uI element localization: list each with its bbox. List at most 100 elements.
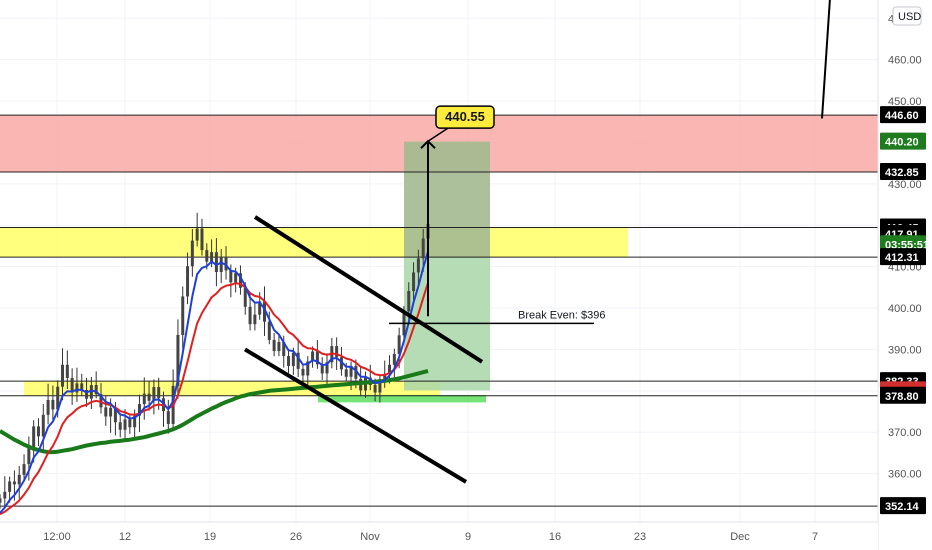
candle-body bbox=[325, 362, 329, 374]
price-tag-bg bbox=[880, 106, 926, 124]
candle-body bbox=[166, 411, 170, 424]
candle-body bbox=[388, 364, 392, 374]
candle-body bbox=[51, 399, 55, 410]
candle-body bbox=[70, 377, 74, 393]
candle-body bbox=[392, 353, 396, 365]
channel-lower-line bbox=[243, 347, 468, 484]
time-axis: 12:00 12 19 26 Nov 9 16 23 Dec 7 bbox=[0, 521, 878, 550]
price-tag-label: 432.85 bbox=[885, 167, 919, 179]
price-tick-label: 450.00 bbox=[888, 96, 922, 108]
candle-body bbox=[104, 407, 108, 417]
candle-body bbox=[301, 368, 305, 376]
candle-body bbox=[421, 238, 425, 259]
price-tick-label: 370.00 bbox=[888, 427, 922, 439]
candle-body bbox=[214, 252, 218, 273]
price-tick-label: 400.00 bbox=[888, 303, 922, 315]
candle-body bbox=[210, 252, 214, 262]
candle-body bbox=[36, 426, 40, 437]
candle-body bbox=[378, 379, 382, 393]
candle-body bbox=[56, 386, 60, 410]
time-tick-label: 12:00 bbox=[43, 531, 71, 543]
position-overlap bbox=[404, 141, 490, 258]
candle-body bbox=[17, 474, 21, 485]
candle-body bbox=[190, 240, 194, 267]
ema-fast-line bbox=[0, 251, 429, 514]
time-tick-label: Nov bbox=[360, 531, 380, 543]
candle-body bbox=[383, 373, 387, 380]
candle-body bbox=[22, 464, 26, 475]
candle-body bbox=[234, 273, 238, 283]
supply-zone bbox=[0, 227, 628, 258]
zone-layer bbox=[0, 115, 878, 403]
price-tick-label: 360.00 bbox=[888, 469, 922, 481]
candle-body bbox=[224, 256, 228, 271]
currency-button bbox=[892, 6, 922, 26]
candle-body bbox=[137, 404, 141, 416]
ma-slow-line bbox=[0, 369, 429, 455]
candle-body bbox=[181, 296, 185, 335]
candle-body bbox=[118, 422, 122, 430]
ema-mid-line bbox=[0, 282, 429, 516]
price-tick-label: 430.00 bbox=[888, 179, 922, 191]
candle-body bbox=[80, 383, 84, 390]
candle-body bbox=[253, 314, 257, 325]
candles bbox=[0, 208, 430, 509]
candle-body bbox=[335, 346, 339, 358]
candle-body bbox=[75, 383, 79, 393]
candle-body bbox=[344, 369, 348, 377]
time-tick-label: 19 bbox=[204, 531, 216, 543]
candle-body bbox=[349, 365, 353, 377]
candle-body bbox=[267, 321, 271, 340]
price-tag-label: 412.31 bbox=[885, 252, 919, 264]
callout-pointer bbox=[427, 127, 449, 142]
candle-body bbox=[128, 419, 132, 428]
candle-body bbox=[262, 301, 266, 322]
candle-body bbox=[229, 270, 233, 283]
time-tick-label: Dec bbox=[730, 531, 750, 543]
candle-body bbox=[32, 426, 36, 449]
time-axis-bg bbox=[0, 522, 878, 550]
callout-label: 440.55 bbox=[445, 109, 485, 124]
drawings: Break Even: $396 440.55 bbox=[243, 0, 831, 484]
candle-body bbox=[291, 352, 295, 366]
candle-body bbox=[397, 335, 401, 354]
price-tick-label: 460.00 bbox=[888, 55, 922, 67]
price-tag-label: 446.60 bbox=[885, 110, 919, 122]
price-axis-bg bbox=[878, 0, 932, 550]
candle-body bbox=[354, 365, 358, 379]
candle-body bbox=[258, 301, 262, 315]
candle-body bbox=[8, 481, 12, 492]
candle-body bbox=[238, 273, 242, 288]
candle-body bbox=[248, 306, 252, 325]
candle-body bbox=[46, 399, 50, 415]
time-tick-label: 26 bbox=[290, 531, 302, 543]
time-tick-label: 7 bbox=[812, 531, 818, 543]
time-tick-label: 23 bbox=[634, 531, 646, 543]
candle-body bbox=[243, 287, 247, 307]
candle-body bbox=[287, 356, 291, 366]
candle-body bbox=[306, 361, 310, 376]
candle-body bbox=[296, 352, 300, 369]
candle-body bbox=[277, 341, 281, 352]
candle-body bbox=[89, 385, 93, 399]
currency-button-label: USD bbox=[898, 11, 921, 23]
time-tick-label: 16 bbox=[549, 531, 561, 543]
candle-body bbox=[320, 364, 324, 374]
candle-body bbox=[311, 351, 315, 362]
price-tag-bg bbox=[880, 248, 926, 266]
candle-body bbox=[85, 389, 89, 399]
price-tag-label: 378.80 bbox=[885, 391, 919, 403]
channel-upper-line bbox=[253, 215, 484, 364]
price-tag-bg bbox=[880, 132, 926, 150]
callout-box bbox=[435, 105, 495, 129]
candle-body bbox=[272, 339, 276, 352]
time-tick-label: 12 bbox=[119, 531, 131, 543]
candle-body bbox=[407, 291, 411, 312]
candle-body bbox=[205, 250, 209, 262]
candle-body bbox=[0, 498, 2, 503]
candle-body bbox=[94, 385, 98, 395]
candle-body bbox=[315, 351, 319, 365]
candle-body bbox=[113, 407, 117, 423]
candle-body bbox=[99, 394, 103, 408]
